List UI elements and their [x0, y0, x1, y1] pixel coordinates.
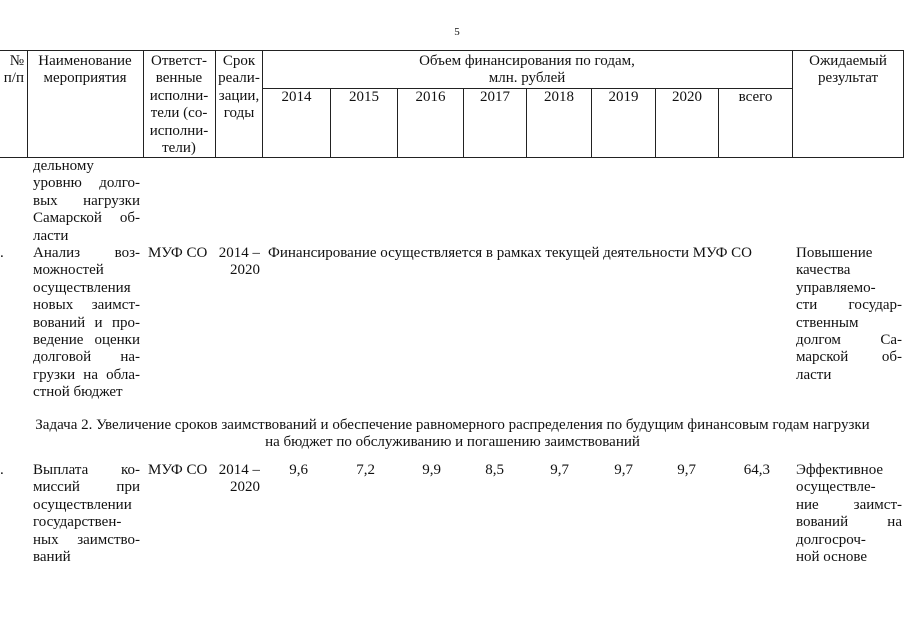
amount-cell: 8,5 [485, 462, 504, 478]
row-name: дельному [33, 158, 94, 174]
row-result: Эффективное [796, 462, 884, 478]
row-name: можностей [33, 262, 104, 279]
header-number: п/п [3, 70, 24, 87]
row-number: . [0, 245, 4, 261]
header-year: 2016 [415, 89, 446, 105]
header-result: результат [817, 70, 879, 87]
header-year: 2015 [349, 89, 379, 105]
header-result: Ожидаемый [809, 53, 887, 69]
amount-cell: 64,3 [743, 462, 770, 478]
table-rule [655, 88, 656, 157]
row-name: ведение оценки [33, 332, 140, 348]
amount-cell: 9,9 [422, 462, 441, 478]
table-rule [262, 88, 792, 89]
header-name: мероприятия [43, 70, 127, 87]
row-result: Повышение [796, 245, 873, 261]
table-rule [330, 88, 331, 157]
table-rule [0, 157, 904, 158]
task-heading: Задача 2. Увеличение сроков заимствовани… [35, 417, 870, 433]
row-result: ние заимст- [796, 496, 902, 513]
row-name: вований и про- [33, 314, 140, 331]
row-executor: МУФ СО [148, 462, 208, 478]
row-result: марской об- [796, 349, 902, 366]
header-year: всего [738, 89, 773, 105]
table-rule [718, 88, 719, 157]
row-executor: МУФ СО [148, 245, 208, 261]
row-name: государствен- [33, 514, 122, 531]
row-result: качества [796, 262, 851, 279]
amount-cell: 9,6 [289, 462, 308, 478]
row-result: управляемо- [796, 279, 876, 296]
table-rule [143, 50, 144, 157]
header-year: 2018 [544, 89, 574, 105]
header-executors: венные [155, 70, 203, 87]
table-rule [526, 88, 527, 157]
amount-cell: 9,7 [550, 462, 569, 478]
row-period: 2014 – [218, 462, 260, 478]
row-result: сти государ- [796, 297, 902, 314]
row-result: вований на [796, 514, 902, 531]
header-period: реали- [218, 70, 260, 87]
table-rule [591, 88, 592, 157]
row-result: ласти [796, 366, 832, 383]
amount-cell: 9,7 [677, 462, 696, 478]
header-financing: Объем финансирования по годам, [419, 53, 635, 69]
row-period: 2020 [230, 479, 260, 496]
row-result: ственным [796, 314, 859, 331]
header-year: 2014 [281, 89, 312, 105]
table-rule [903, 50, 904, 157]
table-rule [463, 88, 464, 157]
header-executors: тели) [162, 140, 196, 156]
row-name: Самарской об- [33, 210, 140, 227]
row-result: осуществле- [796, 479, 876, 496]
header-executors: исполни- [149, 122, 209, 139]
row-name: уровню долго- [33, 175, 140, 192]
table-rule [215, 50, 216, 157]
table-rule [262, 50, 263, 157]
header-period: зации, [218, 87, 260, 104]
header-period: Срок [222, 53, 256, 69]
table-rule [27, 50, 28, 157]
header-executors: тели (со- [150, 105, 208, 122]
row-name: Выплата ко- [33, 462, 140, 478]
amount-cell: 9,7 [614, 462, 633, 478]
row-name: новых заимст- [33, 297, 140, 314]
financing-note: Финансирование осуществляется в рамках т… [268, 245, 753, 261]
row-name: ваний [33, 549, 71, 565]
header-executors: исполни- [149, 87, 209, 104]
row-name: миссий при [33, 479, 140, 496]
header-year: 2020 [672, 89, 702, 105]
task-heading: на бюджет по обслуживанию и погашению за… [265, 434, 640, 451]
row-result: долгом Са- [796, 332, 902, 348]
header-year: 2019 [608, 89, 639, 105]
header-year: 2017 [480, 89, 510, 105]
table-rule [792, 50, 793, 157]
row-name: долговой на- [33, 349, 140, 366]
row-name: стной бюджет [33, 384, 123, 401]
header-financing: млн. рублей [488, 70, 566, 87]
row-name: вых нагрузки [33, 192, 140, 209]
table-rule [397, 88, 398, 157]
row-result: долгосроч- [796, 531, 866, 548]
row-name: Анализ воз- [33, 245, 140, 261]
row-period: 2020 [230, 262, 260, 279]
row-name: грузки на обла- [33, 366, 140, 383]
row-name: осуществления [33, 279, 131, 296]
header-name: Наименование [38, 53, 132, 69]
row-name: осуществлении [33, 496, 132, 513]
header-executors: Ответст- [151, 53, 207, 69]
row-period: 2014 – [218, 245, 260, 261]
header-number: № [9, 53, 24, 69]
row-name: ных заимство- [33, 531, 140, 548]
row-number: . [0, 462, 4, 478]
row-name: ласти [33, 227, 69, 244]
table-rule [0, 50, 904, 51]
amount-cell: 7,2 [356, 462, 375, 478]
header-period: годы [223, 105, 255, 122]
page-number: 5 [454, 26, 460, 38]
row-result: ной основе [796, 549, 868, 565]
